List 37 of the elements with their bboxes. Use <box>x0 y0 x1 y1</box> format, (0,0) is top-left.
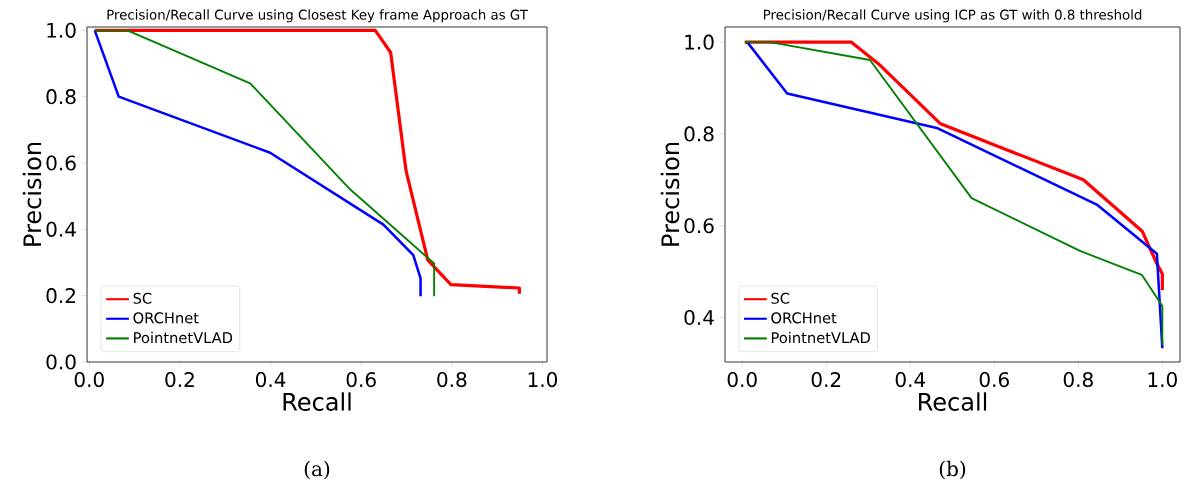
text: (a) <box>304 460 330 480</box>
legend-label: ORCHnet <box>133 312 199 324</box>
y-tick-label: 0.4 <box>46 221 76 237</box>
x-axis-title: Recall <box>919 392 987 411</box>
y-axis-title: Precision <box>22 142 42 246</box>
x-tick-label: 0.8 <box>1063 372 1093 388</box>
y-tick-label: 0.6 <box>46 155 76 171</box>
y-tick-label: 0.8 <box>684 126 714 142</box>
x-tick-label: 0.0 <box>74 372 104 388</box>
y-axis-title: Precision <box>660 142 680 246</box>
legend-label: ORCHnet <box>771 312 837 324</box>
line-series <box>743 40 1164 292</box>
x-tick-label: 0.4 <box>255 372 286 388</box>
legend-label: SC <box>133 292 152 304</box>
x-tick-label: 0.2 <box>165 372 194 388</box>
x-tick-label: 1.0 <box>528 372 558 388</box>
y-tick-label: 0.0 <box>46 354 76 370</box>
x-tick-label: 1.0 <box>1148 372 1177 388</box>
legend-label: SC <box>771 292 790 304</box>
chart-title: Precision/Recall Curve using ICP as GT with 0.8 threshold <box>763 9 1142 23</box>
x-tick-label: 0.2 <box>811 372 841 388</box>
text: (b) <box>939 460 966 480</box>
x-axis-title: Recall <box>283 392 351 411</box>
x-tick-label: 0.6 <box>979 372 1009 388</box>
x-tick-label: 0.4 <box>895 372 926 388</box>
chart-title: Precision/Recall Curve using Closest Key frame Approach as GT <box>107 9 528 23</box>
y-tick-label: 0.2 <box>46 288 75 304</box>
legend-label: PointnetVLAD <box>134 331 233 344</box>
x-tick-label: 0.0 <box>727 372 757 388</box>
x-tick-label: 0.8 <box>437 372 467 388</box>
y-tick-label: 0.6 <box>684 218 714 234</box>
y-tick-label: 1.0 <box>685 34 714 50</box>
x-tick-label: 0.6 <box>346 372 376 388</box>
y-tick-label: 1.0 <box>47 22 76 38</box>
legend-label: PointnetVLAD <box>771 331 870 344</box>
y-tick-label: 0.4 <box>684 309 714 326</box>
y-tick-label: 0.8 <box>46 89 76 105</box>
